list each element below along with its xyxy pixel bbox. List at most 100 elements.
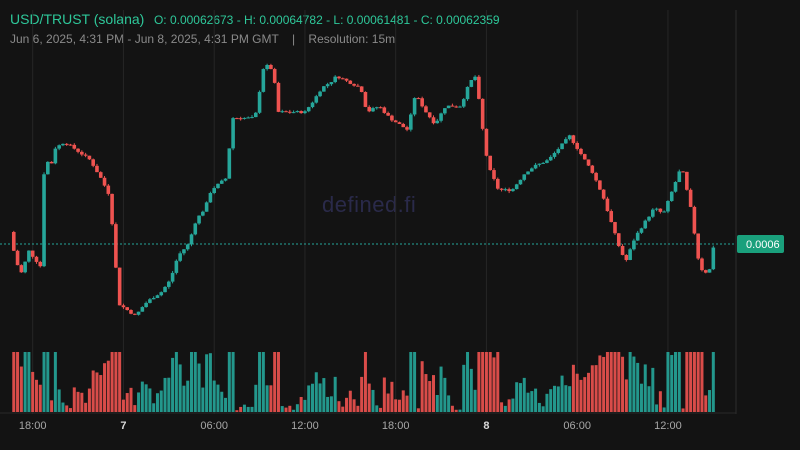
- volume-bar: [129, 387, 133, 412]
- volume-bar: [220, 391, 224, 412]
- candle-body: [677, 171, 682, 183]
- volume-bar: [106, 360, 110, 412]
- candle-body: [117, 267, 122, 306]
- volume-bar: [246, 406, 250, 412]
- candle-body: [446, 105, 451, 109]
- candle-body: [363, 92, 368, 107]
- volume-bar: [420, 361, 424, 412]
- volume-bar: [587, 372, 591, 412]
- candle-body: [34, 256, 39, 262]
- candle-body: [390, 115, 394, 121]
- candle-body: [654, 208, 659, 210]
- volume-bar: [386, 393, 390, 412]
- volume-bar: [708, 390, 712, 412]
- volume-bar: [549, 389, 553, 412]
- candle-body: [322, 86, 326, 92]
- candle-body: [473, 76, 477, 81]
- candles: [11, 63, 716, 316]
- volume-bar: [95, 372, 99, 412]
- volume-bar: [16, 352, 20, 412]
- volume-bar: [205, 354, 209, 412]
- candle-body: [514, 184, 519, 190]
- volume-bar: [674, 352, 677, 412]
- candle-body: [590, 165, 595, 173]
- candle-body: [541, 162, 545, 164]
- volume-bar: [360, 376, 364, 412]
- chart-header: USD/TRUST (solana) O: 0.00062673 - H: 0.…: [10, 11, 500, 27]
- candle-body: [272, 69, 277, 83]
- candle-body: [337, 76, 341, 79]
- volume-bar: [594, 365, 598, 412]
- candle-body: [125, 307, 130, 311]
- candle-body: [68, 144, 73, 146]
- candle-body: [227, 148, 232, 179]
- candle-body: [42, 174, 46, 267]
- volume-bar: [311, 383, 314, 412]
- volume-bar: [72, 387, 76, 412]
- chart-subheader: Jun 6, 2025, 4:31 PM - Jun 8, 2025, 4:31…: [10, 32, 395, 46]
- volume-bar: [144, 384, 148, 412]
- candle-body: [98, 172, 103, 178]
- candle-body: [148, 299, 152, 303]
- candle-body: [692, 206, 697, 234]
- x-tick-label: 7: [120, 420, 126, 432]
- candle-body: [121, 305, 126, 308]
- candle-body: [492, 170, 496, 179]
- candle-body: [57, 145, 61, 149]
- volume-bar: [416, 408, 420, 412]
- candle-body: [170, 272, 175, 282]
- volume-bar: [201, 387, 205, 412]
- volume-bar: [409, 352, 413, 412]
- x-tick-label: 18:00: [19, 420, 47, 432]
- candle-body: [91, 159, 95, 166]
- price-tag-text: 0.0006: [746, 239, 780, 251]
- volume-bar: [80, 392, 84, 412]
- candle-body: [163, 286, 167, 293]
- candle-body: [19, 265, 24, 273]
- volume-bar: [439, 366, 443, 412]
- candle-body: [609, 211, 614, 223]
- watermark: defined.fi: [322, 192, 417, 217]
- volume-bar: [500, 402, 504, 412]
- candle-body: [598, 180, 602, 190]
- candle-body: [424, 106, 428, 113]
- candle-body: [711, 247, 716, 270]
- candle-body: [23, 261, 27, 273]
- candle-body: [439, 113, 443, 121]
- candle-body: [250, 117, 254, 119]
- volume-bar: [87, 388, 91, 412]
- volume-bar: [655, 404, 659, 412]
- volume-bar: [624, 379, 628, 412]
- volume-bar: [208, 353, 212, 412]
- volume-bar: [314, 372, 318, 412]
- candle-body: [560, 143, 564, 150]
- volume-bar: [503, 405, 507, 412]
- volume-bar: [182, 385, 186, 412]
- candle-body: [344, 78, 349, 81]
- candle-body: [503, 189, 508, 191]
- candle-body: [174, 260, 179, 273]
- candle-body: [193, 223, 198, 235]
- volume-bar: [609, 352, 613, 412]
- volume-bar: [91, 370, 95, 412]
- x-tick-label: 12:00: [291, 420, 319, 432]
- volume-bar: [34, 379, 38, 412]
- candle-body: [280, 111, 285, 113]
- candle-body: [435, 120, 440, 124]
- candle-body: [356, 85, 360, 87]
- volume-bar: [190, 352, 193, 412]
- candle-body: [114, 224, 118, 268]
- candle-body: [431, 117, 436, 124]
- candle-body: [477, 76, 481, 99]
- volume-bar: [288, 405, 292, 412]
- candle-body: [235, 118, 239, 120]
- volume-bar: [681, 408, 685, 412]
- candle-body: [185, 244, 190, 250]
- candle-body: [352, 83, 356, 86]
- volume-bar: [454, 409, 458, 412]
- candle-body: [488, 155, 493, 171]
- candle-body: [140, 307, 145, 312]
- x-tick-label: 8: [483, 420, 489, 432]
- candle-body: [651, 209, 655, 217]
